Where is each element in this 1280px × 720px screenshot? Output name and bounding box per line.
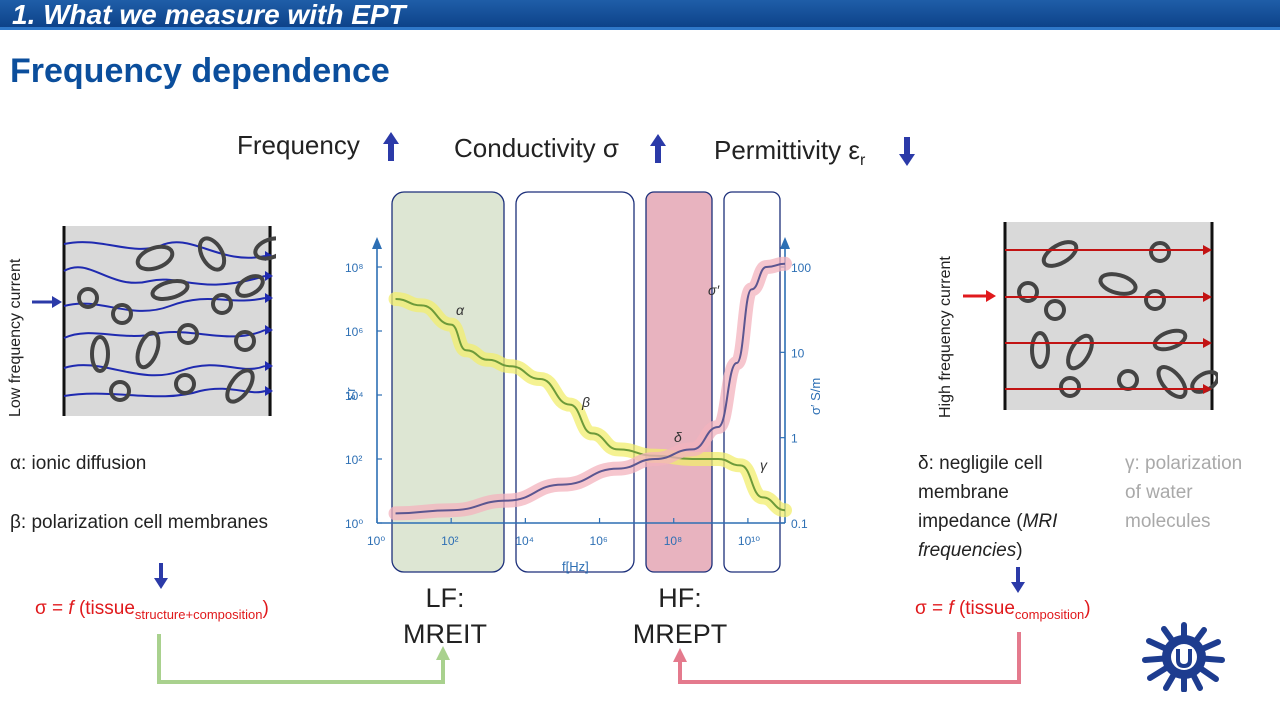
lf-label-line-2: MREIT	[403, 619, 487, 649]
gamma-note-line-3: molecules	[1125, 511, 1211, 532]
university-logo	[1142, 622, 1225, 692]
right-axis-label: σ′ S/m	[808, 378, 823, 415]
section-title: 1. What we measure with EPT	[12, 0, 406, 30]
delta-note-italic-2: frequencies	[918, 540, 1017, 561]
y-left-tick-label: 10²	[345, 453, 362, 467]
lf-connector-arrow	[157, 634, 450, 684]
x-tick-label: 10⁴	[515, 534, 534, 548]
gamma-note-line-1: γ: polarization	[1125, 453, 1243, 474]
delta-note-line-2: membrane	[918, 482, 1009, 503]
delta-note-line-3: impedance (MRI	[918, 507, 1108, 536]
sigma-annotation: σ′	[708, 282, 720, 298]
low-frequency-arrow-icon	[32, 296, 62, 308]
right-formula: σ = f (tissuecomposition)	[915, 598, 1091, 622]
frequency-dependence-chart: 10⁰ 10² 10⁴ 10⁶ 10⁸ 10¹⁰ 10⁰ 10² 10⁴ 10⁶ 10⁸ 0.1 1 10…	[343, 191, 823, 574]
conductivity-curve	[395, 262, 786, 515]
alpha-note: α: ionic diffusion	[10, 453, 147, 474]
y-right-tick-label: 0.1	[791, 517, 808, 531]
permittivity-text: Permittivity ε	[714, 135, 860, 165]
hf-label-line-2: MREPT	[632, 619, 728, 649]
permittivity-curve	[395, 298, 786, 512]
right-formula-tissue: (tissue	[953, 598, 1015, 619]
right-axis-arrow-icon	[780, 237, 790, 249]
left-formula-sigma: σ =	[35, 598, 69, 619]
high-frequency-arrow-icon	[963, 290, 996, 302]
permittivity-label: Permittivity εr	[714, 135, 865, 170]
header-underline	[0, 27, 1280, 30]
low-frequency-cell-diagram	[62, 226, 276, 416]
conductivity-up-arrow-icon	[650, 134, 666, 163]
y-right-tick-label: 10	[791, 346, 805, 360]
beta-note: β: polarization cell membranes	[10, 512, 269, 533]
left-formula-close: )	[262, 598, 269, 619]
left-formula: σ = f (tissuestructure+composition)	[35, 598, 269, 622]
high-frequency-cell-diagram	[1003, 222, 1218, 410]
delta-note-italic: MRI	[1022, 511, 1058, 532]
left-formula-tissue: (tissue	[73, 598, 135, 619]
gamma-note: γ: polarization of water molecules	[1125, 449, 1275, 536]
frequency-up-arrow-icon	[383, 132, 399, 161]
delta-note-close: )	[1016, 540, 1023, 561]
left-axis-label: ε′r	[343, 387, 358, 400]
lf-band	[391, 191, 505, 573]
lf-label-line-1: LF:	[425, 583, 465, 613]
hf-label: HF: MREPT	[615, 580, 745, 652]
right-formula-subscript: composition	[1014, 606, 1085, 622]
gamma-annotation: γ	[760, 457, 768, 473]
header-bar	[0, 0, 1280, 30]
delta-note-text: impedance (	[918, 511, 1023, 532]
beta-annotation: β	[581, 394, 590, 410]
gamma-note-line-2: of water	[1125, 482, 1193, 503]
left-formula-f: f	[68, 598, 74, 619]
x-tick-label: 10⁶	[590, 534, 608, 548]
permittivity-down-arrow-icon	[899, 137, 915, 166]
y-right-tick-label: 100	[791, 261, 811, 275]
slide-title: Frequency dependence	[10, 52, 390, 90]
y-left-tick-label: 10⁶	[345, 325, 363, 339]
left-formula-subscript: structure+composition	[134, 606, 263, 622]
hf-label-line-1: HF:	[658, 583, 702, 613]
hf-band	[645, 191, 713, 573]
x-axis-label: f[Hz]	[562, 559, 589, 574]
delta-note: δ: negligile cell membrane impedance (MR…	[918, 449, 1108, 565]
x-tick-label: 10⁰	[367, 534, 385, 548]
alpha-annotation: α	[456, 302, 465, 318]
x-tick-label: 10²	[441, 534, 458, 548]
hf-connector-arrow	[673, 632, 1021, 684]
right-formula-sigma: σ =	[915, 598, 949, 619]
delta-note-line-4: frequencies)	[918, 536, 1108, 565]
y-right-tick-label: 1	[791, 432, 798, 446]
conductivity-label: Conductivity σ	[454, 133, 619, 163]
high-frequency-label: High frequency current	[937, 256, 954, 418]
permittivity-subscript: r	[859, 152, 866, 170]
left-down-arrow-icon	[154, 563, 168, 589]
x-tick-label: 10¹⁰	[738, 534, 760, 548]
low-frequency-label: Low frequency current	[7, 258, 24, 417]
right-down-arrow-icon	[1011, 567, 1025, 593]
y-left-tick-label: 10⁸	[345, 261, 363, 275]
right-formula-close: )	[1084, 598, 1091, 619]
delta-annotation: δ	[674, 429, 682, 445]
right-formula-f: f	[948, 598, 954, 619]
chart-axes	[376, 245, 786, 524]
x-tick-label: 10⁸	[664, 534, 682, 548]
y-left-tick-label: 10⁰	[345, 517, 363, 531]
mid-band	[515, 191, 635, 573]
frequency-label: Frequency	[237, 130, 360, 160]
left-axis-arrow-icon	[372, 237, 382, 249]
y-left-tick-label: 10⁴	[345, 389, 364, 403]
delta-note-line-1: δ: negligile cell	[918, 453, 1043, 474]
lf-label: LF: MREIT	[380, 580, 510, 652]
